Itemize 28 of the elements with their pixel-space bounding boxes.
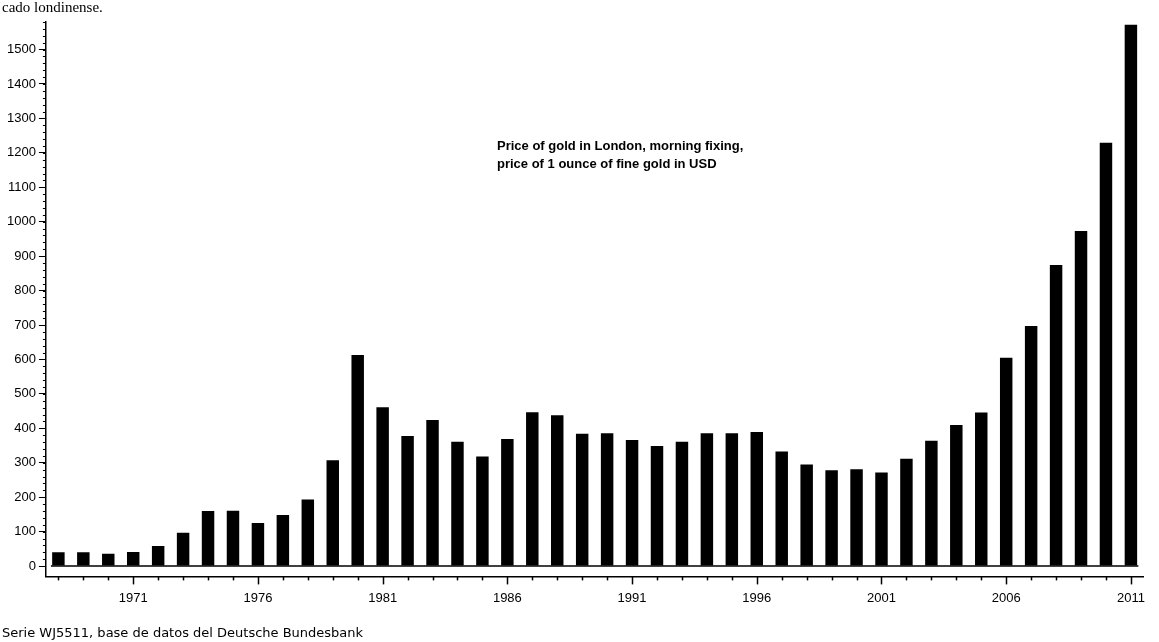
x-tick-label: 1976: [243, 589, 273, 605]
text: cado londinense.: [2, 0, 103, 16]
y-tick-label: 1000: [7, 213, 36, 229]
y-tick-label: 900: [14, 247, 36, 263]
x-tick-label: 2001: [867, 589, 896, 605]
text: Serie WJ5511, base de datos del Deutsche Bundesbank: [2, 624, 364, 640]
y-tick-label: 600: [14, 351, 36, 367]
x-tick-label: 2011: [1116, 589, 1145, 605]
y-tick-label: 1400: [7, 75, 36, 91]
y-tick-label: 200: [14, 488, 36, 504]
y-tick-label: 800: [14, 282, 36, 298]
y-tick-label: 700: [14, 316, 36, 332]
y-tick-label: 1200: [7, 144, 36, 160]
x-tick-label: 2006: [991, 589, 1021, 605]
y-tick-label: 400: [14, 419, 36, 435]
text: Price of gold in London, morning fixing, price of 1 ounce of fine gold in USD: [497, 138, 744, 172]
y-tick-label: 0: [28, 557, 36, 573]
y-tick-label: 1100: [7, 178, 36, 194]
x-tick-label: 1971: [118, 589, 148, 605]
y-tick-label: 500: [14, 385, 36, 401]
x-tick-label: 1991: [617, 589, 647, 605]
x-tick-label: 1986: [492, 589, 522, 605]
y-tick-label: 300: [14, 454, 36, 470]
y-tick-label: 100: [14, 523, 36, 539]
y-tick-label: 1500: [7, 41, 36, 57]
y-tick-label: 1300: [7, 110, 36, 125]
x-tick-label: 1996: [742, 589, 772, 605]
x-tick-label: 1981: [368, 589, 398, 605]
